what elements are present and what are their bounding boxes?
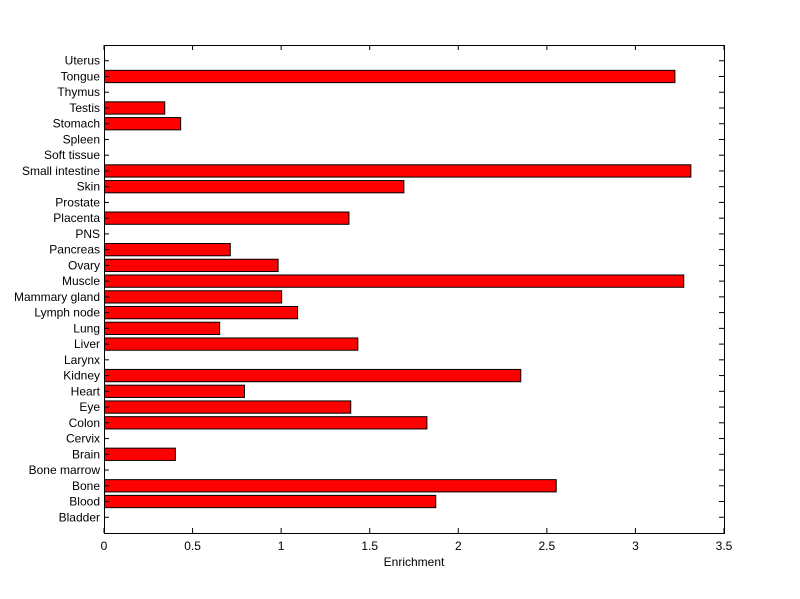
y-tick-label: Thymus <box>57 85 100 99</box>
bar <box>104 211 350 225</box>
y-tick-label: Heart <box>71 384 101 398</box>
y-tick-label: Larynx <box>64 353 100 367</box>
bar <box>104 337 359 351</box>
bar <box>104 479 557 493</box>
y-tick-label: Brain <box>72 447 100 461</box>
x-tick-label: 1.5 <box>361 539 378 553</box>
y-tick-label: Testis <box>69 101 100 115</box>
x-tick-label: 0.5 <box>184 539 201 553</box>
y-tick-label: Bone marrow <box>29 463 101 477</box>
y-tick-label: Ovary <box>68 258 100 272</box>
y-tick-label: Small intestine <box>22 164 100 178</box>
bar <box>104 447 176 461</box>
y-tick-label: PNS <box>75 227 100 241</box>
x-axis-label: Enrichment <box>384 555 445 569</box>
y-tick-label: Stomach <box>53 117 100 131</box>
bar <box>104 368 522 383</box>
y-tick-label: Lung <box>73 321 100 335</box>
x-tick-label: 2.5 <box>539 539 556 553</box>
y-tick-label: Spleen <box>63 132 100 146</box>
bar <box>104 180 405 194</box>
y-tick-label: Cervix <box>66 432 100 446</box>
x-tick-label: 1 <box>278 539 285 553</box>
x-tick-label: 0 <box>101 539 108 553</box>
y-tick-label: Mammary gland <box>14 290 100 304</box>
bar <box>104 305 299 320</box>
y-tick-label: Liver <box>74 337 100 351</box>
y-tick-label: Colon <box>69 416 100 430</box>
bar <box>104 384 245 398</box>
bar <box>104 290 283 304</box>
y-tick-label: Skin <box>77 180 100 194</box>
y-tick-label: Lymph node <box>34 306 100 320</box>
y-tick-label: Muscle <box>62 274 100 288</box>
y-tick-label: Soft tissue <box>44 148 100 162</box>
y-tick-label: Bone <box>72 479 100 493</box>
x-tick-label: 2 <box>455 539 462 553</box>
x-tick-label: 3 <box>632 539 639 553</box>
bar <box>104 321 221 335</box>
x-tick-label: 3.5 <box>716 539 733 553</box>
bar <box>104 101 166 115</box>
bar <box>104 494 437 509</box>
y-tick-label: Blood <box>69 495 100 509</box>
bar <box>104 274 685 288</box>
bar <box>104 164 692 178</box>
y-tick-label: Pancreas <box>49 243 100 257</box>
bar <box>104 117 182 131</box>
y-tick-label: Placenta <box>53 211 100 225</box>
bar <box>104 243 231 257</box>
bar <box>104 69 676 84</box>
bars-group <box>104 69 692 509</box>
bar <box>104 400 352 414</box>
y-tick-label: Kidney <box>63 369 100 383</box>
y-tick-label: Eye <box>79 400 100 414</box>
plot-frame <box>104 45 725 534</box>
y-tick-label: Tongue <box>61 69 101 83</box>
y-tick-label: Uterus <box>65 54 100 68</box>
y-tick-label: Bladder <box>59 510 100 524</box>
y-tick-label: Prostate <box>55 195 100 209</box>
bar <box>104 416 428 430</box>
bar <box>104 258 279 273</box>
